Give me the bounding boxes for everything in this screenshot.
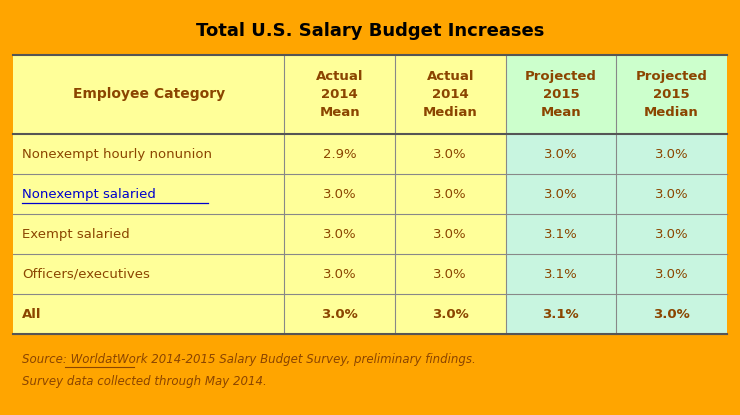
Bar	[13, 214, 284, 254]
Bar	[284, 294, 395, 334]
Text: Exempt salaried: Exempt salaried	[22, 228, 130, 241]
Text: 3.1%: 3.1%	[542, 308, 579, 320]
Bar	[395, 214, 505, 254]
Text: Officers/executives: Officers/executives	[22, 268, 150, 281]
Text: 3.0%: 3.0%	[323, 188, 357, 201]
Text: Nonexempt hourly nonunion: Nonexempt hourly nonunion	[22, 148, 212, 161]
Text: 3.0%: 3.0%	[432, 308, 468, 320]
Text: 3.1%: 3.1%	[544, 228, 578, 241]
Bar	[616, 294, 727, 334]
Bar	[284, 174, 395, 214]
Text: 3.0%: 3.0%	[655, 188, 688, 201]
Text: 3.0%: 3.0%	[434, 148, 467, 161]
Bar	[284, 55, 395, 134]
Bar	[13, 7, 727, 55]
Bar	[616, 55, 727, 134]
Bar	[13, 294, 284, 334]
Text: 3.0%: 3.0%	[544, 188, 578, 201]
Text: 3.0%: 3.0%	[434, 228, 467, 241]
Text: 3.1%: 3.1%	[544, 268, 578, 281]
Bar	[505, 174, 616, 214]
Text: 2.9%: 2.9%	[323, 148, 357, 161]
Bar	[505, 254, 616, 294]
Bar	[13, 55, 284, 134]
Text: 3.0%: 3.0%	[323, 228, 357, 241]
Text: 3.0%: 3.0%	[544, 148, 578, 161]
Bar	[616, 174, 727, 214]
Text: 3.0%: 3.0%	[321, 308, 358, 320]
Bar	[284, 254, 395, 294]
Text: Projected
2015
Median: Projected 2015 Median	[636, 70, 707, 119]
Text: Actual
2014
Median: Actual 2014 Median	[423, 70, 477, 119]
Text: Actual
2014
Mean: Actual 2014 Mean	[316, 70, 363, 119]
Bar	[13, 254, 284, 294]
Bar	[616, 134, 727, 174]
Text: 3.0%: 3.0%	[653, 308, 690, 320]
Text: 3.0%: 3.0%	[434, 268, 467, 281]
Text: 3.0%: 3.0%	[655, 228, 688, 241]
Bar	[395, 254, 505, 294]
Bar	[505, 134, 616, 174]
Bar	[616, 214, 727, 254]
Bar	[616, 254, 727, 294]
Bar	[505, 55, 616, 134]
Bar	[13, 134, 284, 174]
Text: All: All	[22, 308, 41, 320]
Text: Survey data collected through May 2014.: Survey data collected through May 2014.	[22, 375, 267, 388]
Text: 3.0%: 3.0%	[655, 268, 688, 281]
Bar	[395, 294, 505, 334]
Bar	[505, 214, 616, 254]
Bar	[13, 174, 284, 214]
Bar	[284, 134, 395, 174]
Text: Employee Category: Employee Category	[73, 88, 225, 102]
Text: Nonexempt salaried: Nonexempt salaried	[22, 188, 156, 201]
Text: Projected
2015
Mean: Projected 2015 Mean	[525, 70, 596, 119]
Bar	[13, 349, 727, 408]
Text: 3.0%: 3.0%	[434, 188, 467, 201]
Bar	[284, 214, 395, 254]
Text: 3.0%: 3.0%	[655, 148, 688, 161]
Bar	[505, 294, 616, 334]
Text: 3.0%: 3.0%	[323, 268, 357, 281]
Text: Source: WorldatWork 2014-2015 Salary Budget Survey, preliminary findings.: Source: WorldatWork 2014-2015 Salary Bud…	[22, 353, 476, 366]
Bar	[395, 174, 505, 214]
Bar	[395, 134, 505, 174]
Bar	[395, 55, 505, 134]
Text: Total U.S. Salary Budget Increases: Total U.S. Salary Budget Increases	[196, 22, 544, 40]
